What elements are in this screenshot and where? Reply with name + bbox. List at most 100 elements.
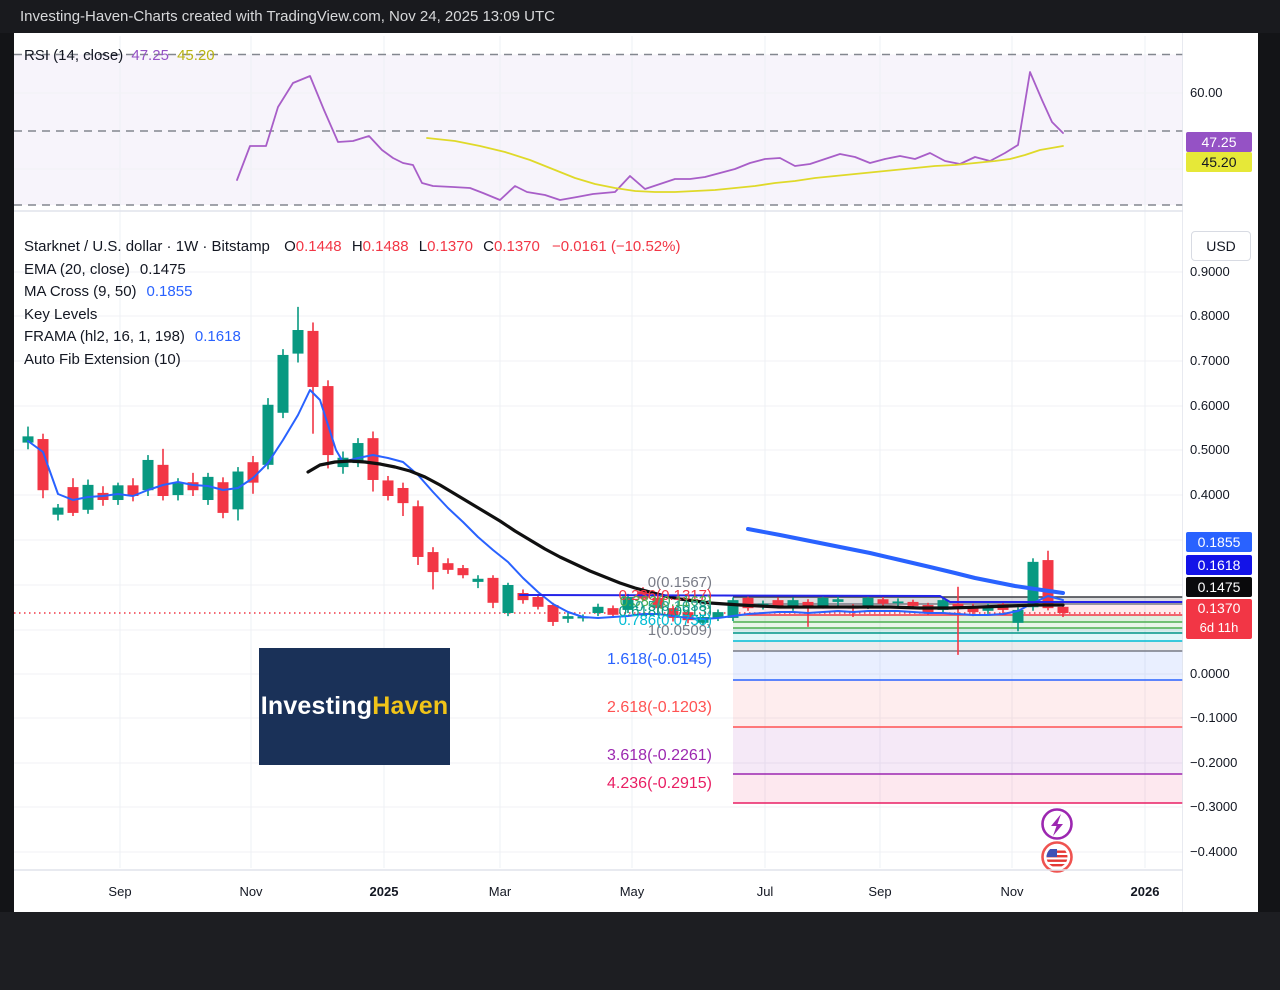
- price-axis-label: 0.9000: [1190, 264, 1230, 279]
- time-axis-label[interactable]: Sep: [868, 884, 892, 899]
- legend-row[interactable]: EMA (20, close) 0.1475: [24, 259, 680, 282]
- candle-body: [1042, 560, 1054, 609]
- candle-body: [937, 600, 949, 610]
- legend-row-name: FRAMA (hl2, 16, 1, 198): [24, 328, 185, 345]
- time-axis-label[interactable]: Jul: [756, 884, 774, 899]
- time-axis-label[interactable]: May: [619, 884, 645, 899]
- legend-row[interactable]: MA Cross (9, 50) 0.1855: [24, 281, 680, 304]
- candle-body: [652, 597, 664, 609]
- candle-body: [517, 593, 529, 601]
- legend-row[interactable]: FRAMA (hl2, 16, 1, 198) 0.1618: [24, 326, 680, 349]
- time-axis-label[interactable]: Mar: [488, 884, 512, 899]
- time-axis-label[interactable]: 2026: [1130, 884, 1160, 899]
- watermark-part2: Haven: [372, 692, 449, 720]
- fib-band: [733, 727, 1183, 774]
- candle-body: [772, 600, 784, 606]
- candle-body: [817, 597, 829, 606]
- footer-bar: TradingView: [0, 912, 1280, 990]
- overlay-frama: [519, 594, 1183, 603]
- us-flag-stripes: [1046, 849, 1068, 867]
- candle-body: [457, 568, 469, 576]
- candle-body: [307, 330, 319, 387]
- candle-body: [352, 443, 364, 464]
- candle-body: [247, 462, 259, 483]
- price-badge: 0.1475: [1186, 577, 1252, 597]
- rsi-legend[interactable]: RSI (14, close) 47.25 45.20: [24, 47, 215, 64]
- chart-panel: [14, 33, 1258, 912]
- time-axis-label[interactable]: Nov: [239, 884, 263, 899]
- price-axis-label: −0.1000: [1190, 710, 1238, 725]
- candle-body: [412, 506, 424, 557]
- candle-body: [982, 605, 994, 611]
- candle-body: [907, 601, 919, 606]
- legend-row-value: 0.1855: [146, 283, 193, 300]
- price-axis-label: −0.3000: [1190, 799, 1238, 814]
- candle-body: [502, 585, 514, 614]
- price-axis-label: −0.4000: [1190, 844, 1238, 859]
- fib-level-label: 0.5(0.1038): [635, 598, 712, 615]
- price-badge: 0.1618: [1186, 555, 1252, 575]
- candle-body: [802, 601, 814, 606]
- candle-body: [262, 404, 274, 465]
- ohlc-close: C0.1370: [483, 238, 540, 255]
- candle-body: [547, 605, 559, 622]
- legend-row-name: MA Cross (9, 50): [24, 283, 137, 300]
- fib-level-label: 0.618(0.0913): [618, 603, 712, 620]
- legend-row-name: Key Levels: [24, 305, 98, 323]
- title-bar: Investing-Haven-Charts created with Trad…: [0, 0, 1280, 33]
- lightning-bolt: [1051, 814, 1063, 836]
- symbol-row[interactable]: Starknet / U.S. dollar · 1W · Bitstamp O…: [24, 236, 680, 259]
- price-axis-label: −0.2000: [1190, 755, 1238, 770]
- candle-body: [157, 464, 169, 496]
- legend-row[interactable]: Key Levels: [24, 304, 680, 327]
- candle-body: [832, 599, 844, 602]
- ohlc-open: O0.1448: [284, 238, 342, 255]
- fib-level-label: 1(0.0509): [647, 622, 712, 639]
- price-axis-label: 0.6000: [1190, 398, 1230, 413]
- candle-body: [667, 608, 679, 618]
- candle-body: [277, 354, 289, 413]
- legend-row-value: 0.1475: [139, 260, 186, 278]
- candle-body: [472, 578, 484, 582]
- time-axis-label[interactable]: Sep: [108, 884, 132, 899]
- ohlc-high: H0.1488: [351, 238, 409, 255]
- legend-row-value: 0.1618: [194, 328, 241, 345]
- fib-level-label: 3.618(-0.2261): [607, 747, 712, 765]
- candle-body: [112, 485, 124, 501]
- price-axis-label: 0.8000: [1190, 308, 1230, 323]
- candle-body: [52, 507, 64, 515]
- candle-body: [427, 552, 439, 573]
- candle-body: [1027, 561, 1039, 608]
- rsi-series-rsi: [236, 71, 1064, 201]
- candle-body: [1057, 606, 1069, 614]
- candle-body: [787, 600, 799, 609]
- overlay-ema-20: [306, 459, 1065, 610]
- currency-button[interactable]: USD: [1191, 231, 1251, 261]
- ohlc-low: L0.1370: [418, 238, 473, 255]
- candle-body: [367, 438, 379, 480]
- price-badge: 0.1370 6d 11h: [1186, 599, 1252, 639]
- candle-body: [607, 608, 619, 615]
- candle-body: [442, 563, 454, 570]
- time-axis-label[interactable]: 2025: [369, 884, 399, 899]
- price-axis-label: 0.7000: [1190, 353, 1230, 368]
- fib-level-label: 1.618(-0.0145): [607, 651, 712, 669]
- candle-body: [532, 597, 544, 607]
- fib-band: [733, 651, 1183, 680]
- candle-body: [952, 603, 964, 609]
- time-axis-label[interactable]: Nov: [1000, 884, 1024, 899]
- candle-body: [967, 606, 979, 613]
- candle-body: [127, 485, 139, 496]
- watermark-part1: Investing: [260, 692, 373, 720]
- candle-body: [187, 482, 199, 491]
- candle-body: [322, 386, 334, 456]
- investinghaven-watermark: InvestingHaven: [259, 648, 450, 765]
- chart-canvas[interactable]: [14, 33, 1183, 912]
- legend-row[interactable]: Auto Fib Extension (10): [24, 349, 680, 372]
- rsi-legend-name: RSI (14, close): [24, 47, 124, 64]
- candle-body: [742, 597, 754, 609]
- candle-body: [142, 459, 154, 491]
- price-axis-label: 0.0000: [1190, 666, 1230, 681]
- fib-level-label: 0.236(0.1317): [618, 587, 712, 604]
- fib-level-label: 0.382(0.1163): [619, 593, 712, 610]
